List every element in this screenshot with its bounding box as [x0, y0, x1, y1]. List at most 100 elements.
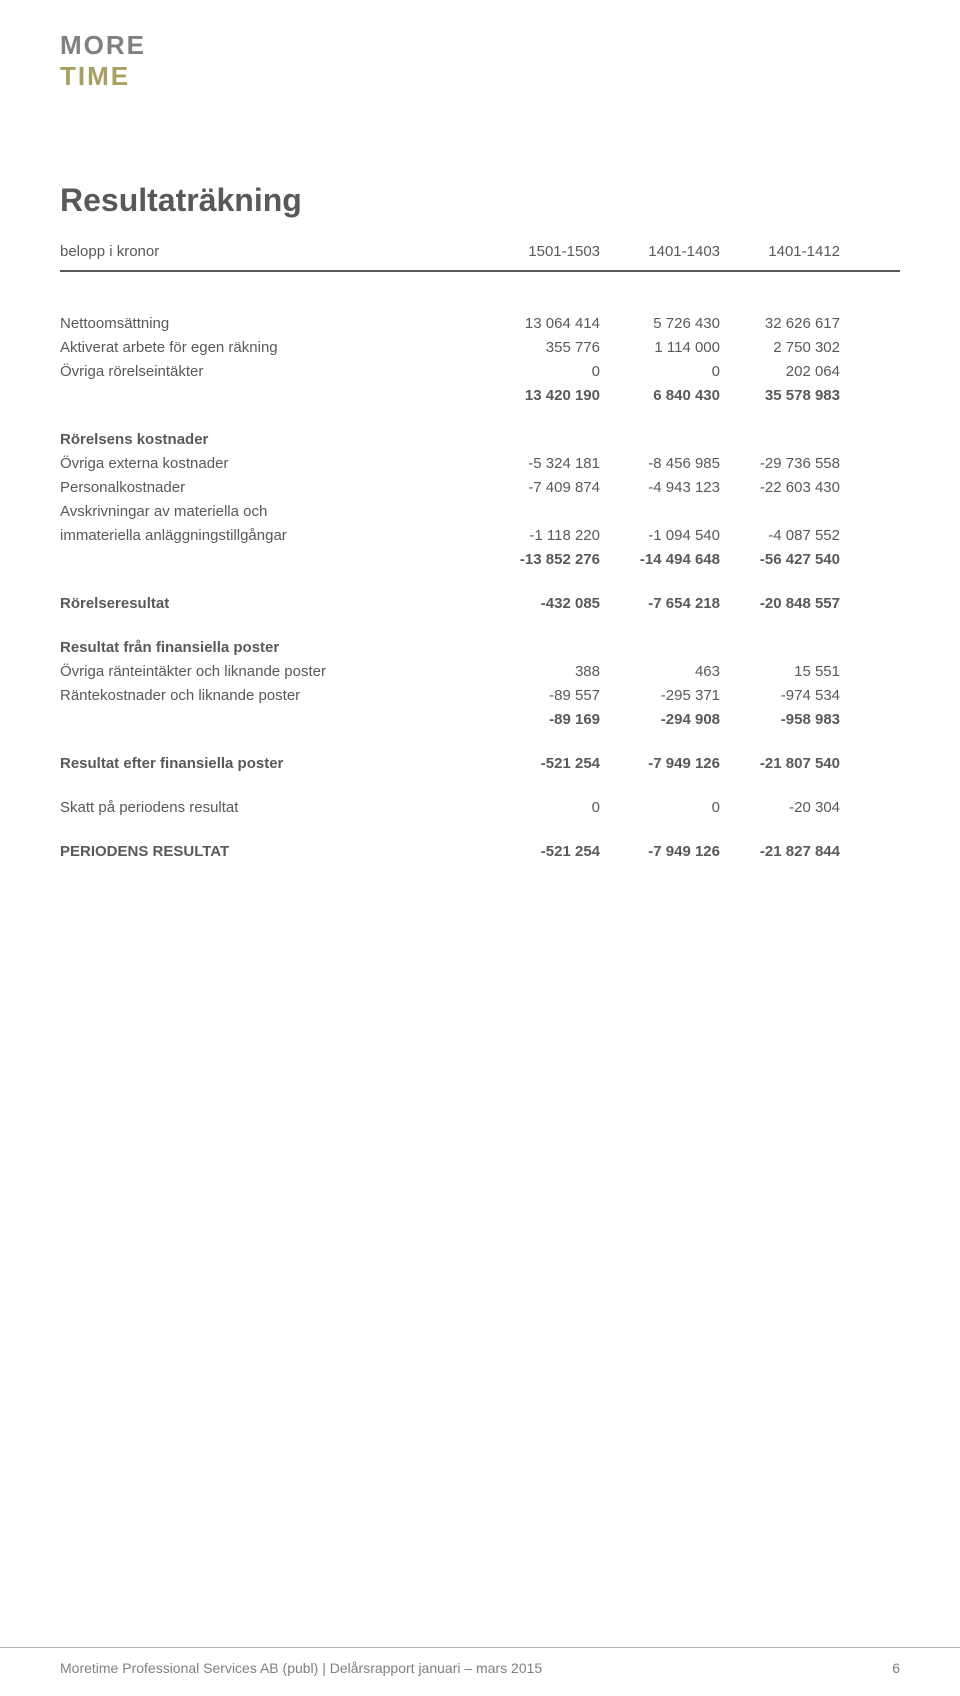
row-gap: [60, 408, 900, 428]
row-value: 0: [600, 796, 720, 820]
row-value: -5 324 181: [480, 452, 600, 476]
row-value: -958 983: [720, 708, 840, 732]
row-label: Avskrivningar av materiella och: [60, 500, 480, 524]
row-value: -7 654 218: [600, 592, 720, 616]
row-value: -294 908: [600, 708, 720, 732]
row-value: [720, 636, 840, 660]
header-col2: 1401-1403: [600, 243, 720, 260]
header-label: belopp i kronor: [60, 243, 480, 260]
row-value: 388: [480, 660, 600, 684]
table-row: Nettoomsättning13 064 4145 726 43032 626…: [60, 312, 900, 336]
table-row: Övriga externa kostnader-5 324 181-8 456…: [60, 452, 900, 476]
row-label: PERIODENS RESULTAT: [60, 840, 480, 864]
row-label: Resultat från finansiella poster: [60, 636, 480, 660]
row-value: -974 534: [720, 684, 840, 708]
row-value: 202 064: [720, 360, 840, 384]
row-value: 355 776: [480, 336, 600, 360]
table-row: Personalkostnader-7 409 874-4 943 123-22…: [60, 476, 900, 500]
row-value: -89 169: [480, 708, 600, 732]
row-value: 13 064 414: [480, 312, 600, 336]
row-value: [480, 428, 600, 452]
row-label: Rörelsens kostnader: [60, 428, 480, 452]
row-value: [480, 500, 600, 524]
row-value: 32 626 617: [720, 312, 840, 336]
row-label: [60, 708, 480, 732]
row-value: -89 557: [480, 684, 600, 708]
row-label: [60, 548, 480, 572]
row-label: Övriga externa kostnader: [60, 452, 480, 476]
table-row: PERIODENS RESULTAT-521 254-7 949 126-21 …: [60, 840, 900, 864]
row-value: -7 949 126: [600, 752, 720, 776]
row-value: -521 254: [480, 752, 600, 776]
row-value: [600, 428, 720, 452]
row-value: 5 726 430: [600, 312, 720, 336]
row-value: 2 750 302: [720, 336, 840, 360]
footer-left: Moretime Professional Services AB (publ)…: [60, 1660, 542, 1676]
row-label: Rörelseresultat: [60, 592, 480, 616]
row-value: 463: [600, 660, 720, 684]
row-value: -4 087 552: [720, 524, 840, 548]
row-value: -20 848 557: [720, 592, 840, 616]
table-row: Avskrivningar av materiella och: [60, 500, 900, 524]
row-label: [60, 384, 480, 408]
table-row: -13 852 276-14 494 648-56 427 540: [60, 548, 900, 572]
row-value: -1 094 540: [600, 524, 720, 548]
row-value: 0: [600, 360, 720, 384]
row-value: -7 949 126: [600, 840, 720, 864]
row-value: 0: [480, 796, 600, 820]
row-value: [480, 636, 600, 660]
logo: MORE TIME: [60, 30, 900, 92]
page-title: Resultaträkning: [60, 182, 900, 219]
row-value: [600, 500, 720, 524]
row-value: -56 427 540: [720, 548, 840, 572]
table-row: Övriga rörelseintäkter00202 064: [60, 360, 900, 384]
row-label: Nettoomsättning: [60, 312, 480, 336]
row-value: -8 456 985: [600, 452, 720, 476]
row-label: Räntekostnader och liknande poster: [60, 684, 480, 708]
row-value: [720, 428, 840, 452]
header-col1: 1501-1503: [480, 243, 600, 260]
row-value: -22 603 430: [720, 476, 840, 500]
row-label: Övriga rörelseintäkter: [60, 360, 480, 384]
row-value: -21 827 844: [720, 840, 840, 864]
row-value: -20 304: [720, 796, 840, 820]
row-value: 15 551: [720, 660, 840, 684]
table-row: Skatt på periodens resultat00-20 304: [60, 796, 900, 820]
row-value: 35 578 983: [720, 384, 840, 408]
row-value: -29 736 558: [720, 452, 840, 476]
row-value: -432 085: [480, 592, 600, 616]
table-row: Aktiverat arbete för egen räkning355 776…: [60, 336, 900, 360]
row-gap: [60, 572, 900, 592]
table-row: -89 169-294 908-958 983: [60, 708, 900, 732]
row-value: -4 943 123: [600, 476, 720, 500]
row-value: 0: [480, 360, 600, 384]
logo-line2: TIME: [60, 61, 900, 92]
row-value: -13 852 276: [480, 548, 600, 572]
table-header: belopp i kronor 1501-1503 1401-1403 1401…: [60, 243, 900, 272]
row-value: -521 254: [480, 840, 600, 864]
row-gap: [60, 732, 900, 752]
row-value: -295 371: [600, 684, 720, 708]
page-footer: Moretime Professional Services AB (publ)…: [0, 1647, 960, 1696]
table-row: 13 420 1906 840 43035 578 983: [60, 384, 900, 408]
row-gap: [60, 616, 900, 636]
row-value: 13 420 190: [480, 384, 600, 408]
row-label: Resultat efter finansiella poster: [60, 752, 480, 776]
row-value: 6 840 430: [600, 384, 720, 408]
row-label: Personalkostnader: [60, 476, 480, 500]
table-row: Rörelseresultat-432 085-7 654 218-20 848…: [60, 592, 900, 616]
row-value: -21 807 540: [720, 752, 840, 776]
table-body: Nettoomsättning13 064 4145 726 43032 626…: [60, 312, 900, 864]
row-value: -14 494 648: [600, 548, 720, 572]
row-label: Aktiverat arbete för egen räkning: [60, 336, 480, 360]
row-value: [720, 500, 840, 524]
table-row: Räntekostnader och liknande poster-89 55…: [60, 684, 900, 708]
row-gap: [60, 820, 900, 840]
table-row: Rörelsens kostnader: [60, 428, 900, 452]
row-value: -7 409 874: [480, 476, 600, 500]
row-value: 1 114 000: [600, 336, 720, 360]
table-row: Övriga ränteintäkter och liknande poster…: [60, 660, 900, 684]
row-value: [600, 636, 720, 660]
row-label: Övriga ränteintäkter och liknande poster: [60, 660, 480, 684]
logo-line1: MORE: [60, 30, 900, 61]
